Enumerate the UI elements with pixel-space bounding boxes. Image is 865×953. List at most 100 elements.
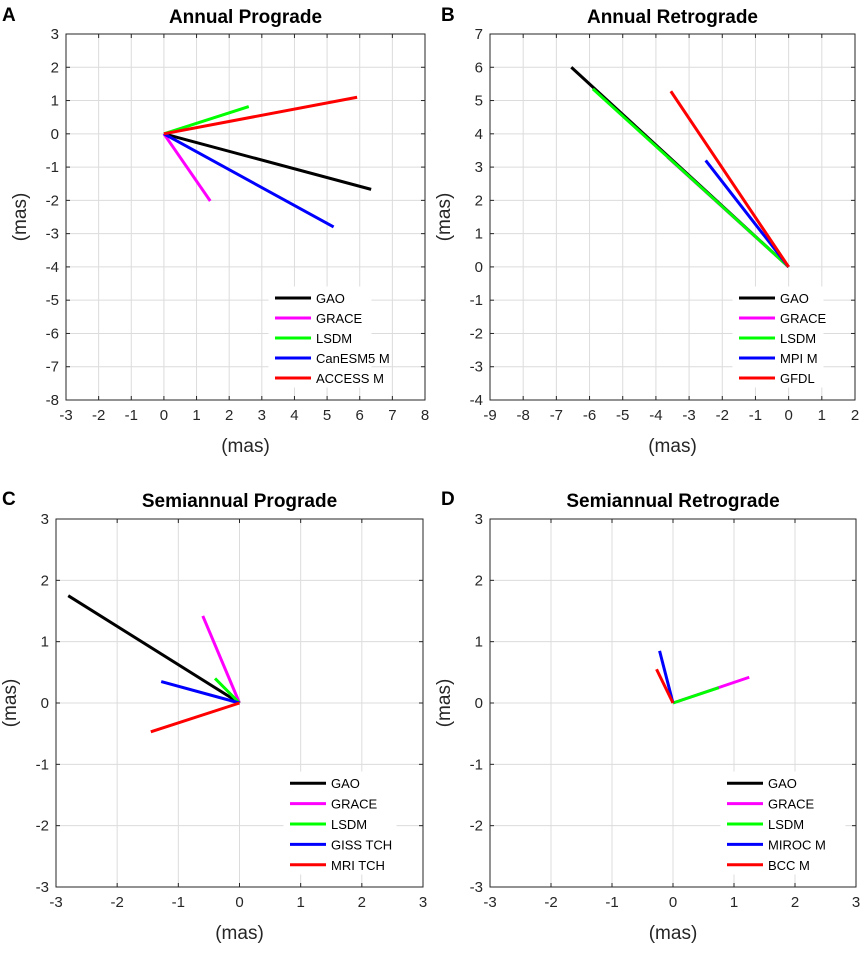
legend-entry-label: MRI TCH	[331, 858, 385, 873]
x-tick-label: -1	[125, 407, 138, 424]
x-tick-label: -8	[517, 407, 530, 424]
x-axis-label: (mas)	[649, 923, 698, 944]
panel-b: -9 -8 -7 -6 -5 -4 -3 -2 -1 0 1 2 -4 -3 -2 -1 0 1 2 3 4 5 6 7 Ann…	[434, 5, 859, 457]
x-axis-label: (mas)	[215, 923, 264, 944]
series-line-miroc-m	[658, 650, 675, 704]
y-tick-label: 2	[475, 192, 483, 209]
series-line-lsdm	[591, 87, 790, 269]
x-tick-label: -2	[544, 894, 557, 911]
legend-entry-label: MIROC M	[768, 837, 826, 852]
x-tick-label: -6	[583, 407, 596, 424]
y-tick-label: 1	[475, 226, 483, 243]
legend-entry-label: LSDM	[780, 331, 816, 346]
x-tick-label: 7	[388, 407, 396, 424]
series-line-gfdl	[669, 90, 790, 268]
axes-frame	[55, 518, 424, 888]
y-tick-label: -2	[46, 192, 59, 209]
x-tick-label: -3	[49, 894, 62, 911]
legend-entry-label: GRACE	[768, 797, 815, 812]
series-line-bcc-m	[655, 668, 675, 704]
series-line-mri-tch	[150, 701, 240, 734]
legend-entry-label: GAO	[331, 776, 360, 791]
x-tick-label: -1	[172, 894, 185, 911]
y-tick-label: 2	[41, 572, 49, 589]
y-tick-label: -6	[46, 325, 59, 342]
x-tick-label: -2	[110, 894, 123, 911]
series-line-canesm5-m	[163, 132, 335, 229]
y-tick-label: 6	[475, 59, 483, 76]
axes-frame	[489, 33, 856, 401]
x-tick-label: 1	[192, 407, 200, 424]
legend-entry-label: GRACE	[780, 311, 827, 326]
panel-c: -3 -2 -1 0 1 2 3 -3 -2 -1 0 1 2 3 Semiannual Prograde C…	[0, 489, 427, 944]
y-tick-label: -2	[470, 818, 483, 835]
legend-entry-label: LSDM	[316, 331, 352, 346]
series-line-grace	[201, 615, 241, 704]
x-tick-label: -1	[749, 407, 762, 424]
y-tick-label: -1	[36, 756, 49, 773]
legend: GAO GRACE LSDM GISS TCH MRI TCH	[283, 771, 397, 875]
x-tick-label: 3	[419, 894, 427, 911]
legend-entry-label: BCC M	[768, 858, 810, 873]
legend-entry-label: GFDL	[780, 371, 815, 386]
legend-entry-label: GAO	[768, 776, 797, 791]
x-tick-label: -2	[92, 407, 105, 424]
x-tick-label: 5	[323, 407, 331, 424]
x-tick-label: 6	[356, 407, 364, 424]
series-line-giss-tch	[160, 680, 240, 705]
chart-title: Semiannual Retrograde	[566, 491, 779, 512]
legend-entry-label: ACCESS M	[316, 371, 384, 386]
y-tick-label: 1	[51, 93, 59, 110]
y-tick-label: -8	[46, 392, 59, 409]
x-tick-label: -1	[605, 894, 618, 911]
legend-entry-label: GRACE	[331, 797, 378, 812]
legend-entry-label: GAO	[316, 291, 345, 306]
x-tick-label: 8	[421, 407, 429, 424]
x-axis-label: (mas)	[221, 436, 270, 457]
y-tick-label: 1	[475, 634, 483, 651]
y-axis-label: (mas)	[10, 193, 31, 242]
x-tick-label: 0	[784, 407, 792, 424]
y-tick-label: -2	[36, 818, 49, 835]
x-axis-label: (mas)	[648, 436, 697, 457]
x-tick-label: -2	[716, 407, 729, 424]
y-axis-label: (mas)	[434, 679, 455, 728]
x-tick-label: -3	[59, 407, 72, 424]
y-tick-label: 0	[475, 695, 483, 712]
x-tick-label: 3	[852, 894, 860, 911]
series-line-grace	[162, 132, 212, 202]
y-tick-label: -4	[470, 392, 483, 409]
y-tick-label: 3	[475, 511, 483, 528]
legend-entry-label: GRACE	[316, 311, 363, 326]
panel-letter: A	[2, 5, 16, 26]
panel-a: -3 -2 -1 0 1 2 3 4 5 6 7 8 -8 -7 -6 -5 -4 -3 -2 -1 0 1 2 3 Annua…	[2, 5, 429, 457]
series-line-mpi-m	[704, 159, 790, 268]
y-tick-label: -1	[46, 159, 59, 176]
x-tick-label: 1	[730, 894, 738, 911]
y-tick-label: -1	[470, 292, 483, 309]
y-tick-label: 3	[475, 159, 483, 176]
chart-title: Annual Prograde	[169, 7, 322, 28]
y-tick-label: -7	[46, 359, 59, 376]
axes-frame	[65, 33, 426, 401]
legend: GAO GRACE LSDM CanESM5 M ACCESS M	[268, 286, 390, 388]
legend: GAO GRACE LSDM MIROC M BCC M	[720, 771, 846, 875]
x-tick-label: 3	[258, 407, 266, 424]
legend-entry-label: GISS TCH	[331, 837, 392, 852]
y-tick-label: -3	[470, 359, 483, 376]
x-tick-label: 1	[818, 407, 826, 424]
y-tick-label: 3	[51, 26, 59, 43]
x-tick-label: 0	[669, 894, 677, 911]
y-tick-label: 1	[41, 634, 49, 651]
y-tick-label: 3	[41, 511, 49, 528]
panel-letter: B	[441, 5, 455, 26]
legend: GAO GRACE LSDM MPI M GFDL	[732, 286, 827, 388]
y-tick-label: -2	[470, 325, 483, 342]
series-line-gao	[163, 132, 372, 191]
chart-title: Annual Retrograde	[587, 7, 758, 28]
y-tick-label: -3	[470, 879, 483, 896]
y-axis-label: (mas)	[0, 679, 21, 728]
legend-entry-label: MPI M	[780, 351, 818, 366]
series-line-lsdm	[672, 686, 720, 705]
